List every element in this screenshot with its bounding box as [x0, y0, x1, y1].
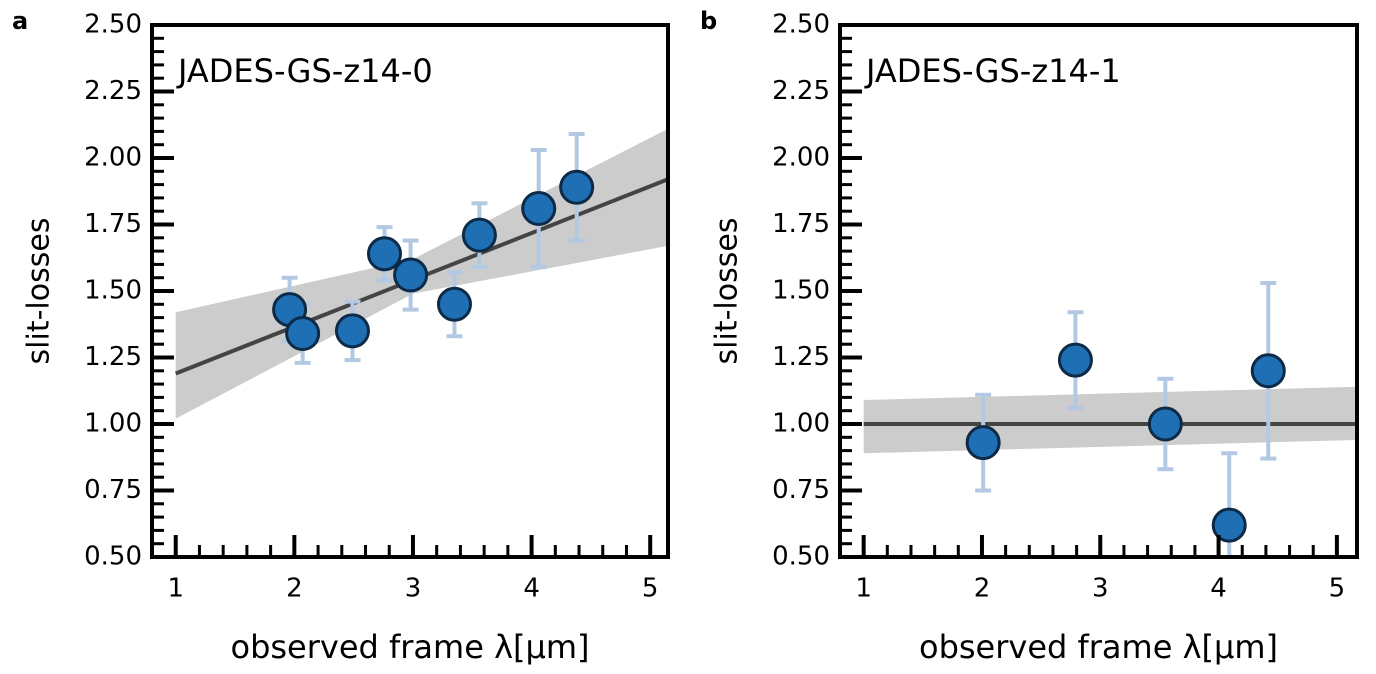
- panel-title: JADES-GS-z14-0: [176, 52, 433, 90]
- y-tick-label: 0.50: [772, 542, 830, 572]
- panel-label: b: [700, 7, 717, 35]
- x-tick-label: 1: [855, 574, 872, 604]
- data-point: [436, 286, 472, 322]
- panel-label: a: [12, 7, 28, 35]
- data-point: [965, 425, 1001, 461]
- data-point: [393, 257, 429, 293]
- data-point: [461, 217, 497, 253]
- data-point: [1057, 342, 1093, 378]
- data-point: [559, 169, 595, 205]
- data-point: [521, 191, 557, 227]
- data-point: [334, 313, 370, 349]
- plot-area: [174, 128, 668, 419]
- y-tick-label: 2.25: [772, 76, 830, 106]
- y-tick-label: 1.75: [84, 209, 142, 239]
- y-axis-label: slit-losses: [22, 218, 57, 365]
- data-point: [1250, 353, 1286, 389]
- y-tick-label: 1.25: [84, 342, 142, 372]
- y-axis-label: slit-losses: [710, 218, 745, 365]
- y-tick-label: 1.00: [772, 409, 830, 439]
- y-tick-label: 1.75: [772, 209, 830, 239]
- x-tick-label: 1: [167, 574, 184, 604]
- x-tick-label: 2: [286, 574, 303, 604]
- y-tick-label: 1.00: [84, 409, 142, 439]
- x-tick-label: 3: [1092, 574, 1109, 604]
- y-tick-label: 0.75: [84, 475, 142, 505]
- y-tick-label: 0.50: [84, 542, 142, 572]
- x-tick-label: 5: [1329, 574, 1346, 604]
- y-tick-label: 2.50: [772, 10, 830, 40]
- y-tick-label: 2.50: [84, 10, 142, 40]
- y-tick-label: 1.50: [84, 276, 142, 306]
- x-tick-label: 4: [523, 574, 540, 604]
- y-tick-label: 2.00: [84, 143, 142, 173]
- x-tick-label: 3: [405, 574, 422, 604]
- y-tick-label: 1.25: [772, 342, 830, 372]
- y-tick-label: 0.75: [772, 475, 830, 505]
- data-point: [1147, 406, 1183, 442]
- x-tick-label: 4: [1210, 574, 1227, 604]
- plot-area: [863, 281, 1357, 557]
- x-axis-label: observed frame λ[μm]: [919, 628, 1278, 666]
- axes-frame: [838, 23, 1359, 559]
- panel-title: JADES-GS-z14-1: [864, 52, 1121, 90]
- data-point: [366, 236, 402, 272]
- data-point: [285, 316, 321, 352]
- confidence-band: [863, 386, 1357, 454]
- y-tick-label: 1.50: [772, 276, 830, 306]
- y-tick-label: 2.00: [772, 143, 830, 173]
- axes-frame: [150, 23, 670, 559]
- data-point: [1211, 507, 1247, 543]
- x-tick-label: 5: [642, 574, 659, 604]
- x-tick-label: 2: [974, 574, 991, 604]
- x-axis-label: observed frame λ[μm]: [230, 628, 589, 666]
- y-tick-label: 2.25: [84, 76, 142, 106]
